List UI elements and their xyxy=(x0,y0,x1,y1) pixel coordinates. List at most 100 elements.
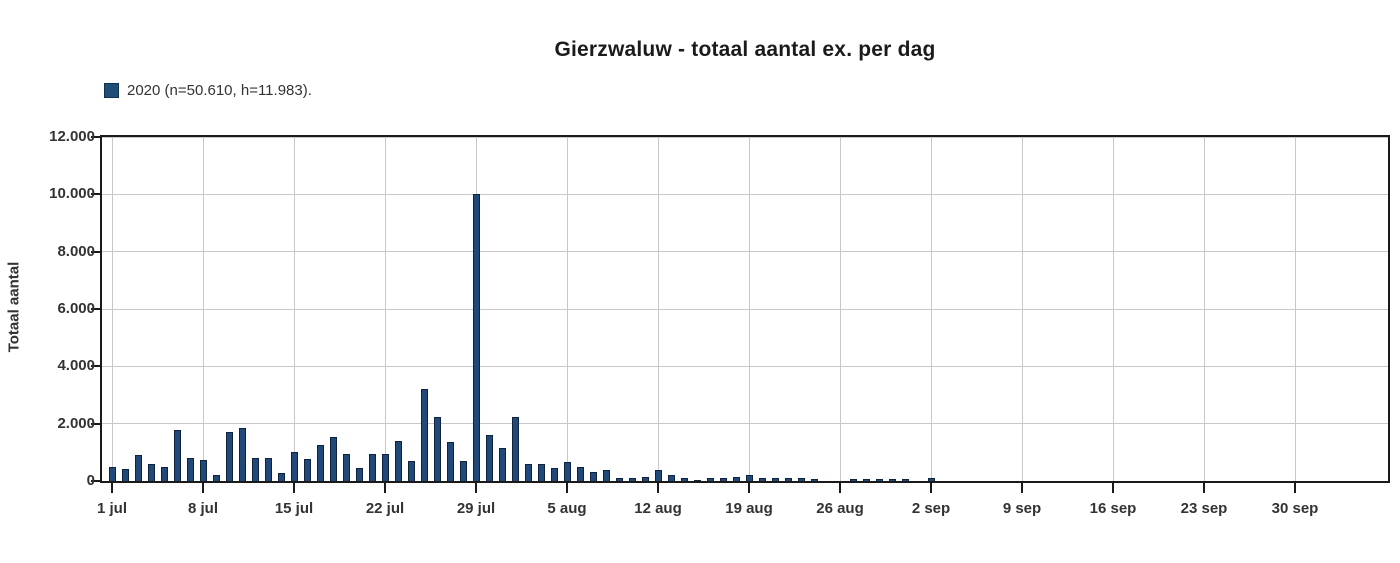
bar xyxy=(849,478,857,481)
v-gridline xyxy=(567,137,568,481)
x-tick-mark xyxy=(1021,483,1023,493)
bar xyxy=(758,478,766,481)
x-tick-mark xyxy=(1112,483,1114,493)
y-axis-title: Totaal aantal xyxy=(5,261,23,353)
x-tick-label: 2 sep xyxy=(911,500,951,517)
v-gridline xyxy=(1295,137,1296,481)
bar xyxy=(862,478,870,481)
v-gridline xyxy=(1022,137,1023,481)
bar xyxy=(563,462,571,481)
y-tick-label: 4.000 xyxy=(57,357,95,375)
bar xyxy=(147,463,155,481)
x-tick-label: 30 sep xyxy=(1271,500,1319,517)
bar xyxy=(797,478,805,481)
bar xyxy=(706,478,714,481)
bar xyxy=(381,453,389,481)
x-tick-mark xyxy=(1294,483,1296,493)
v-gridline xyxy=(658,137,659,481)
x-tick-mark xyxy=(748,483,750,493)
bar xyxy=(628,478,636,481)
bar xyxy=(693,479,701,481)
bar xyxy=(251,457,259,481)
bar xyxy=(316,444,324,481)
chart-title: Gierzwaluw - totaal aantal ex. per dag xyxy=(554,38,936,61)
v-gridline xyxy=(385,137,386,481)
h-gridline xyxy=(102,308,1388,310)
bar xyxy=(433,416,441,481)
x-tick-mark xyxy=(657,483,659,493)
bar xyxy=(784,478,792,481)
bar xyxy=(329,436,337,481)
bar xyxy=(602,469,610,481)
bar xyxy=(589,472,597,481)
x-tick-mark xyxy=(930,483,932,493)
x-tick-label: 15 jul xyxy=(274,500,314,517)
x-tick-mark xyxy=(293,483,295,493)
v-gridline xyxy=(749,137,750,481)
bar xyxy=(342,453,350,481)
plot-area xyxy=(100,135,1390,483)
bar xyxy=(901,479,909,481)
bar xyxy=(355,468,363,481)
y-tick-label: 0 xyxy=(86,472,95,489)
x-tick-label: 22 jul xyxy=(365,500,405,517)
x-tick-label: 9 sep xyxy=(1002,500,1042,517)
bar xyxy=(368,453,376,481)
h-gridline xyxy=(102,251,1388,253)
y-tick-mark xyxy=(91,422,100,425)
bar xyxy=(277,473,285,481)
bar xyxy=(186,457,194,481)
y-tick-mark xyxy=(91,308,100,310)
x-tick-label: 16 sep xyxy=(1089,500,1137,517)
v-gridline xyxy=(1204,137,1205,481)
bar xyxy=(134,454,142,481)
bar xyxy=(420,389,428,481)
bar xyxy=(576,466,584,481)
bar xyxy=(446,442,454,481)
bar xyxy=(745,475,753,481)
x-tick-label: 1 jul xyxy=(96,500,127,517)
bar xyxy=(550,468,558,481)
bar xyxy=(108,466,116,481)
bar xyxy=(173,429,181,481)
x-tick-mark xyxy=(475,483,477,493)
bar xyxy=(667,475,675,481)
legend: 2020 (n=50.610, h=11.983). xyxy=(104,82,312,99)
bar xyxy=(290,452,298,481)
bar xyxy=(472,194,480,481)
x-tick-mark xyxy=(1203,483,1205,493)
x-tick-label: 26 aug xyxy=(816,500,864,517)
bar xyxy=(537,463,545,481)
y-tick-label: 8.000 xyxy=(57,242,95,260)
y-tick-mark xyxy=(91,193,100,196)
bar xyxy=(875,478,883,481)
bar xyxy=(394,440,402,481)
h-gridline xyxy=(102,136,1388,138)
bar xyxy=(927,477,935,481)
bar xyxy=(485,435,493,481)
h-gridline xyxy=(102,423,1388,425)
y-tick-label: 6.000 xyxy=(57,300,95,317)
bar xyxy=(719,478,727,481)
y-tick-mark xyxy=(91,136,100,138)
x-tick-label: 8 jul xyxy=(187,500,218,517)
bar xyxy=(407,460,415,481)
v-gridline xyxy=(112,137,113,481)
bar xyxy=(810,478,818,481)
bar xyxy=(225,431,233,481)
bar xyxy=(732,476,740,481)
bar xyxy=(160,466,168,481)
bar xyxy=(212,475,220,481)
x-tick-mark xyxy=(202,483,204,493)
bar xyxy=(303,458,311,481)
bar xyxy=(524,463,532,481)
y-tick-mark xyxy=(91,480,100,482)
bar xyxy=(888,479,896,481)
bar xyxy=(771,478,779,481)
v-gridline xyxy=(931,137,932,481)
y-tick-label: 12.000 xyxy=(49,128,95,145)
v-gridline xyxy=(1113,137,1114,481)
y-tick-label: 2.000 xyxy=(57,414,95,432)
bar xyxy=(511,416,519,481)
